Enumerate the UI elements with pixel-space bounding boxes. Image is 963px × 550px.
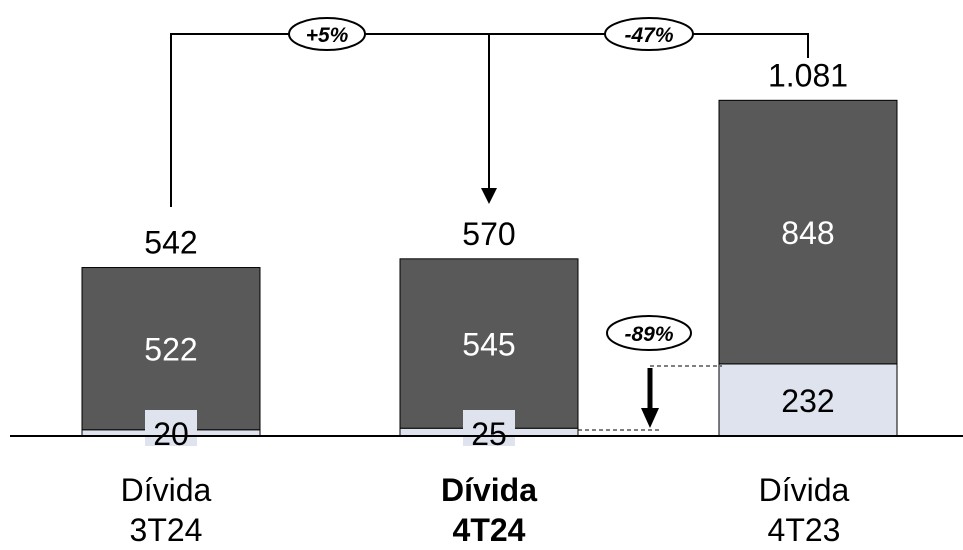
category-label-1-line1: Dívida [440,472,538,508]
category-label-1: Dívida 4T24 [379,470,599,550]
bracket-arrow-head-icon [481,188,497,204]
top-segment-value-label-2: 848 [781,215,834,251]
bottom-change-badge [606,315,692,351]
category-label-2-line1: Dívida [758,472,850,508]
bottom-segment-value-label-0: 20 [153,416,189,452]
yoy-change-label: -47% [624,24,673,47]
category-label-2: Dívida 4T23 [694,470,914,550]
category-label-2-line2: 4T23 [767,512,841,548]
total-value-label-0: 542 [144,225,197,261]
total-value-label-2: 1.081 [768,57,848,93]
top-segment-value-label-0: 522 [144,332,197,368]
segment-labels-group: 522 20 545 25 848 232 [144,215,834,452]
bar-top-segment-0 [81,267,261,431]
total-labels-group: 542 570 1.081 [144,57,848,260]
total-value-label-1: 570 [462,216,515,252]
bar-top-segment-2 [718,99,898,365]
category-label-0: Dívida 3T24 [56,470,276,550]
bar-bottom-segment-2 [718,363,898,437]
bottom-change-label: -89% [624,323,673,346]
top-segment-value-label-1: 545 [462,327,515,363]
category-label-0-line1: Dívida [120,472,212,508]
category-label-1-line2: 4T24 [452,512,526,548]
qoq-change-label: +5% [306,24,349,47]
bottom-segment-label-box-1 [463,410,515,446]
qoq-change-badge [288,17,366,51]
bottom-change-arrow-head-icon [641,408,659,428]
bars-group [81,99,898,437]
yoy-change-badge [604,17,694,51]
bottom-segment-value-label-1: 25 [471,416,507,452]
category-label-0-line2: 3T24 [129,512,203,548]
bottom-segment-value-label-2: 232 [781,383,834,419]
bottom-segment-label-box-0 [145,410,197,446]
bar-top-segment-1 [399,258,579,429]
